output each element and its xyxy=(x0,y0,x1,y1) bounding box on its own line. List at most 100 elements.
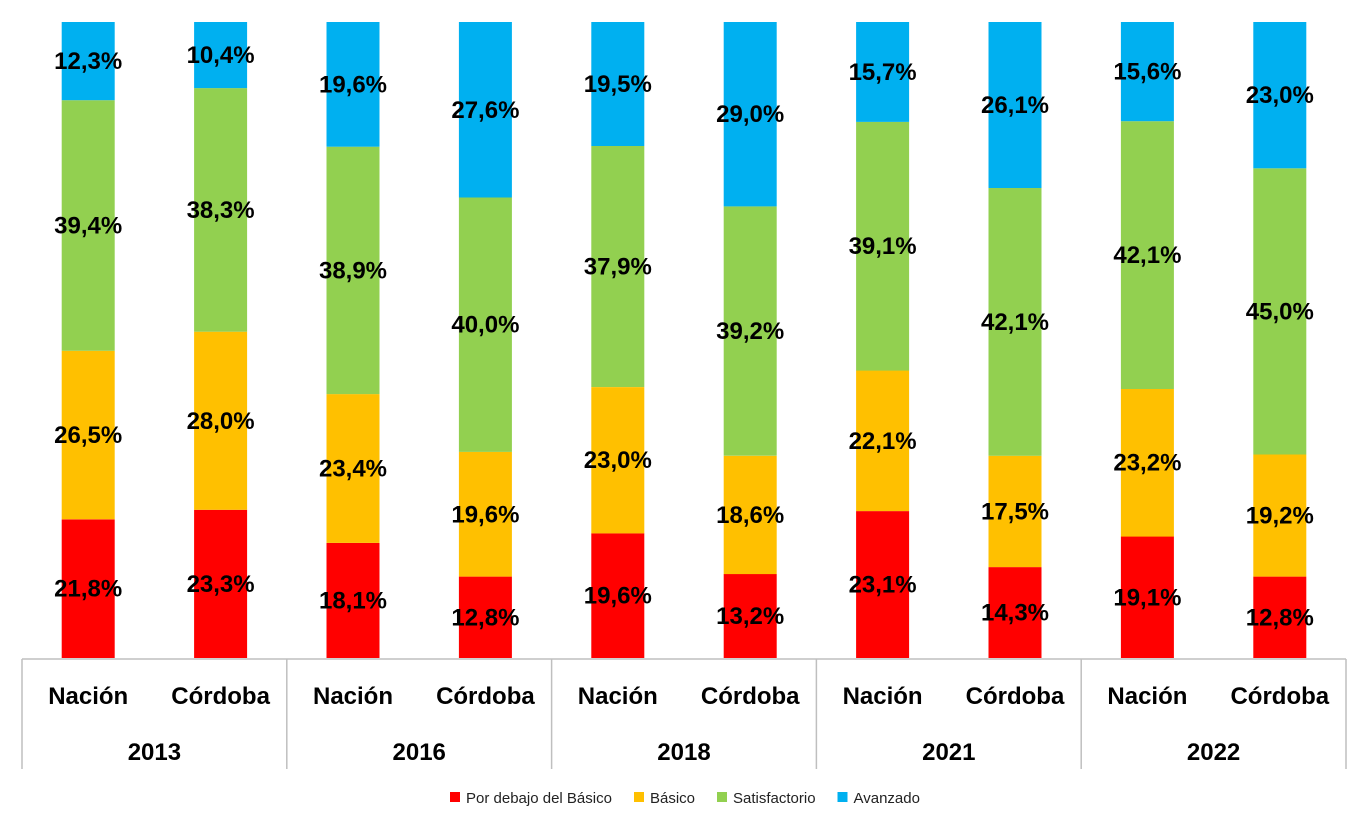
category-label: Córdoba xyxy=(1230,683,1329,710)
data-label: 19,1% xyxy=(1113,584,1181,611)
category-label: Nación xyxy=(578,683,658,710)
legend-label: Básico xyxy=(650,790,695,807)
data-label: 28,0% xyxy=(187,408,255,435)
bar-segment xyxy=(61,350,115,520)
bar-segment xyxy=(591,22,645,146)
bar-segment xyxy=(326,394,380,543)
bar-segment xyxy=(458,576,512,658)
bar-segment xyxy=(988,455,1042,568)
group-label: 2022 xyxy=(1187,739,1240,766)
bar-segment xyxy=(723,206,777,456)
data-label: 39,2% xyxy=(716,318,784,345)
category-label: Córdoba xyxy=(701,683,800,710)
data-label: 27,6% xyxy=(451,97,519,124)
bar-segment xyxy=(1253,576,1307,658)
category-label: Córdoba xyxy=(966,683,1065,710)
legend-swatch xyxy=(717,792,727,802)
bar-segment xyxy=(458,22,512,198)
bar-segment xyxy=(988,567,1042,658)
bar-segment xyxy=(988,188,1042,456)
bar-segment xyxy=(61,22,115,101)
data-label: 40,0% xyxy=(451,312,519,339)
data-label: 26,1% xyxy=(981,92,1049,119)
data-label: 12,8% xyxy=(451,604,519,631)
bar-segment xyxy=(458,451,512,577)
bar-segment xyxy=(326,146,380,395)
legend-swatch xyxy=(450,792,460,802)
data-label: 12,8% xyxy=(1246,604,1314,631)
data-label: 23,2% xyxy=(1113,450,1181,477)
bar-segment xyxy=(723,455,777,575)
data-label: 23,3% xyxy=(187,571,255,598)
category-label: Córdoba xyxy=(436,683,535,710)
data-label: 15,6% xyxy=(1113,59,1181,86)
bar-segment xyxy=(326,542,380,658)
data-label: 42,1% xyxy=(981,309,1049,336)
data-label: 39,4% xyxy=(54,213,122,240)
data-label: 19,5% xyxy=(584,71,652,98)
bar-segment xyxy=(1120,22,1174,122)
data-label: 42,1% xyxy=(1113,242,1181,269)
data-label: 10,4% xyxy=(187,42,255,69)
data-label: 23,4% xyxy=(319,456,387,483)
legend-label: Avanzado xyxy=(854,790,920,807)
bar-segment xyxy=(856,511,910,658)
bar-segment xyxy=(988,22,1042,188)
data-label: 23,0% xyxy=(584,447,652,474)
category-label: Nación xyxy=(843,683,923,710)
legend-label: Satisfactorio xyxy=(733,790,816,807)
group-label: 2021 xyxy=(922,739,975,766)
data-label: 26,5% xyxy=(54,422,122,449)
data-label: 38,9% xyxy=(319,257,387,284)
data-label: 23,0% xyxy=(1246,82,1314,109)
bar-segment xyxy=(194,331,248,510)
data-label: 14,3% xyxy=(981,600,1049,627)
data-label: 29,0% xyxy=(716,101,784,128)
data-label: 19,6% xyxy=(319,71,387,98)
data-label: 37,9% xyxy=(584,254,652,281)
data-label: 13,2% xyxy=(716,603,784,630)
bar-segment xyxy=(61,100,115,351)
category-label: Nación xyxy=(1107,683,1187,710)
legend-label: Por debajo del Básico xyxy=(466,790,612,807)
bar-segment xyxy=(1120,389,1174,537)
data-label: 45,0% xyxy=(1246,298,1314,325)
data-label: 22,1% xyxy=(849,428,917,455)
data-label: 21,8% xyxy=(54,576,122,603)
bar-segment xyxy=(326,22,380,147)
bar-segment xyxy=(723,574,777,658)
data-label: 39,1% xyxy=(849,233,917,260)
bar-segment xyxy=(1253,22,1307,169)
bar-segment xyxy=(856,370,910,512)
category-label: Córdoba xyxy=(171,683,270,710)
group-label: 2013 xyxy=(128,739,181,766)
data-label: 18,1% xyxy=(319,587,387,614)
data-label: 23,1% xyxy=(849,572,917,599)
bar-segment xyxy=(1253,454,1307,577)
group-label: 2016 xyxy=(393,739,446,766)
data-label: 12,3% xyxy=(54,48,122,75)
bar-segment xyxy=(458,197,512,452)
bar-segment xyxy=(194,88,248,332)
bar-segment xyxy=(856,121,910,371)
bar-segment xyxy=(591,533,645,658)
bar-segment xyxy=(591,146,645,387)
legend-swatch xyxy=(634,792,644,802)
data-label: 38,3% xyxy=(187,197,255,224)
bar-segment xyxy=(61,519,115,658)
bar-segment xyxy=(856,22,910,122)
legend-swatch xyxy=(837,792,848,802)
group-label: 2018 xyxy=(657,739,710,766)
category-label: Nación xyxy=(313,683,393,710)
data-label: 17,5% xyxy=(981,498,1049,525)
bar-segment xyxy=(1253,168,1307,455)
data-label: 19,6% xyxy=(451,501,519,528)
data-label: 18,6% xyxy=(716,502,784,529)
data-label: 15,7% xyxy=(849,59,917,86)
bar-segment xyxy=(723,22,777,207)
data-label: 19,6% xyxy=(584,583,652,610)
bar-segment xyxy=(194,22,248,89)
category-label: Nación xyxy=(48,683,128,710)
